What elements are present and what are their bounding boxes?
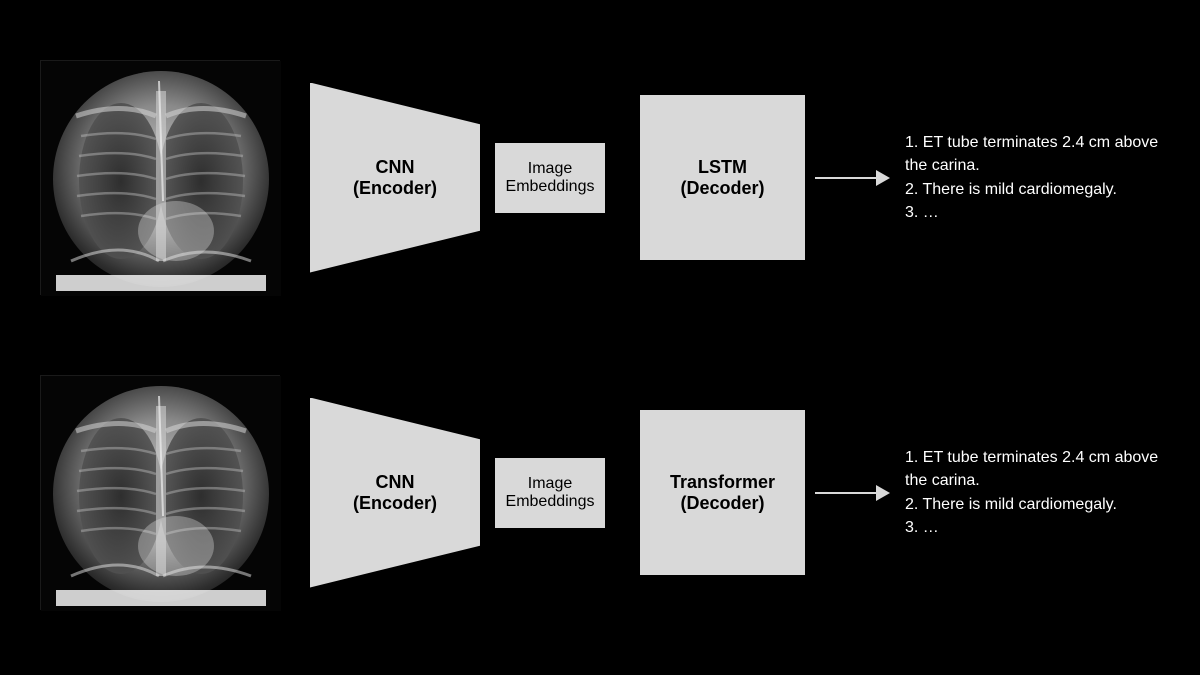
decoder-label-1b: (Decoder) <box>680 178 764 199</box>
xray-svg <box>41 376 281 611</box>
report-text-1: 1. ET tube terminates 2.4 cm above the c… <box>905 131 1175 224</box>
xray-image-2 <box>40 375 280 610</box>
embeddings-block-1: Image Embeddings <box>495 143 605 213</box>
decoder-label-2b: (Decoder) <box>680 493 764 514</box>
arrow-head-icon <box>876 485 890 501</box>
embeddings-block-2: Image Embeddings <box>495 458 605 528</box>
report-text-2: 1. ET tube terminates 2.4 cm above the c… <box>905 446 1175 539</box>
encoder-label-2a: CNN <box>376 472 415 493</box>
decoder-label-2a: Transformer <box>670 472 775 493</box>
xray-svg <box>41 61 281 296</box>
arrow-head-icon <box>876 170 890 186</box>
encoder-label-1b: (Encoder) <box>353 178 437 199</box>
pipeline-row-1: CNN (Encoder) Image Embeddings LSTM (Dec… <box>0 60 1200 295</box>
embeddings-label-2b: Embeddings <box>506 493 595 511</box>
encoder-label-1a: CNN <box>376 157 415 178</box>
decoder-label-1a: LSTM <box>698 157 747 178</box>
encoder-label-2b: (Encoder) <box>353 493 437 514</box>
decoder-block-1: LSTM (Decoder) <box>640 95 805 260</box>
arrow-line-icon <box>815 177 876 179</box>
arrow-2 <box>815 485 890 501</box>
embeddings-label-2a: Image <box>528 475 572 493</box>
embeddings-label-1b: Embeddings <box>506 178 595 196</box>
decoder-block-2: Transformer (Decoder) <box>640 410 805 575</box>
embeddings-label-1a: Image <box>528 160 572 178</box>
encoder-block-1: CNN (Encoder) <box>310 83 480 273</box>
xray-image-1 <box>40 60 280 295</box>
encoder-block-2: CNN (Encoder) <box>310 398 480 588</box>
pipeline-row-2: CNN (Encoder) Image Embeddings Transform… <box>0 375 1200 610</box>
arrow-1 <box>815 170 890 186</box>
arrow-line-icon <box>815 492 876 494</box>
